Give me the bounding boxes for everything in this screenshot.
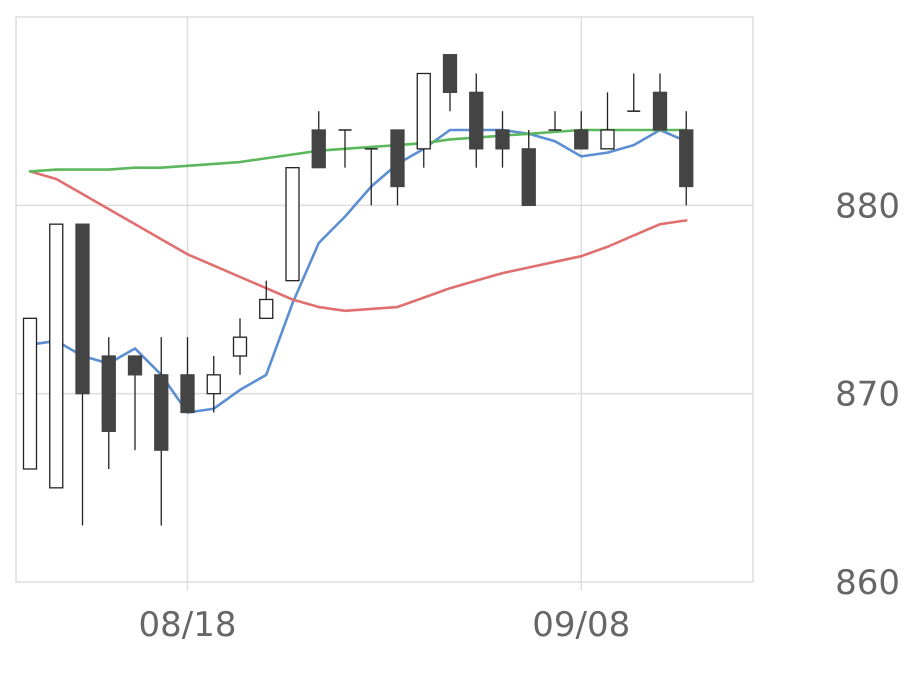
candle <box>416 72 431 168</box>
candle-body <box>311 129 326 169</box>
candle <box>22 317 38 470</box>
candle-body <box>49 223 64 489</box>
candle-body <box>521 148 536 206</box>
candle <box>232 318 248 375</box>
candle <box>338 129 352 168</box>
candle-body <box>574 129 589 150</box>
candle <box>364 148 378 206</box>
y-tick-label: 860 <box>835 563 900 603</box>
candle <box>521 130 536 206</box>
plot-area-border <box>15 16 754 583</box>
candle <box>127 355 143 451</box>
candle-body <box>232 336 248 357</box>
candle-body <box>416 72 431 150</box>
candle-body <box>600 129 615 150</box>
candle-layer <box>22 54 694 526</box>
x-axis-labels: 08/18 09/08 <box>139 605 631 645</box>
y-axis-labels: 880 870 860 <box>835 186 900 603</box>
candle <box>652 73 668 131</box>
y-tick-label: 880 <box>835 186 900 226</box>
candle <box>285 167 300 282</box>
candle-body <box>127 355 143 376</box>
y-tick-label: 870 <box>835 375 900 415</box>
x-tick-label: 08/18 <box>139 605 237 645</box>
grid-layer <box>16 17 753 590</box>
candle-body <box>22 317 38 470</box>
series-line-ma-short <box>28 128 688 414</box>
candle-body <box>259 298 274 319</box>
candle-body <box>285 167 300 282</box>
candle-body <box>679 129 694 188</box>
candle-body <box>652 91 668 131</box>
series-line-ma-mid <box>28 170 688 313</box>
candle-body <box>495 129 510 150</box>
candle <box>679 111 694 206</box>
candle <box>627 73 641 112</box>
candle <box>469 73 484 168</box>
candle <box>442 54 458 112</box>
candle <box>259 280 274 319</box>
candle <box>75 223 90 526</box>
candle <box>311 111 326 169</box>
x-tick-label: 09/08 <box>532 605 630 645</box>
candle <box>495 111 510 168</box>
candle-body <box>390 129 405 188</box>
candle-body <box>442 54 458 93</box>
candle-body <box>101 355 116 432</box>
candle-body <box>180 374 195 414</box>
candle <box>600 92 615 150</box>
candle <box>548 111 562 131</box>
candle <box>101 337 116 469</box>
candle-body <box>75 223 90 395</box>
candle <box>180 337 195 414</box>
candle <box>574 111 589 150</box>
candle-body <box>154 374 169 451</box>
candle <box>49 223 64 489</box>
candle <box>390 129 405 206</box>
candle <box>154 337 169 526</box>
candle <box>206 356 221 413</box>
candle-body <box>469 91 484 150</box>
candle-body <box>206 374 221 395</box>
